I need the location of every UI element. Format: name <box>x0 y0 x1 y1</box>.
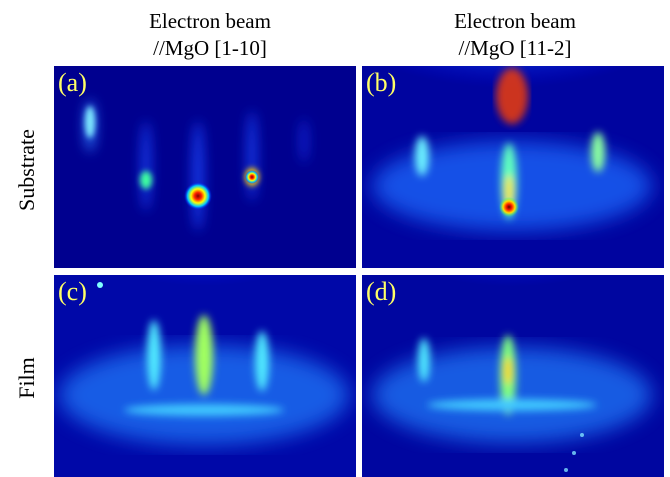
row-label-substrate: Substrate <box>14 129 39 211</box>
column-header-line1: Electron beam <box>149 9 271 33</box>
panel-label: (b) <box>366 68 397 97</box>
rheed-pattern-c <box>54 275 356 477</box>
rheed-pattern-a <box>54 66 356 268</box>
rheed-pattern-d <box>362 275 664 477</box>
panel-c-image: (c) <box>54 275 356 477</box>
column-header-line1: Electron beam <box>454 9 576 33</box>
panel-a-image: (a) <box>54 66 356 268</box>
panel-label: (a) <box>58 68 87 97</box>
column-header-1: Electron beam //MgO [1-10] <box>60 8 360 62</box>
column-header-line2: //MgO [11-2] <box>458 36 572 60</box>
panel-label: (c) <box>58 277 87 306</box>
row-label-film: Film <box>14 357 39 399</box>
rheed-pattern-b <box>362 66 664 268</box>
column-header-line2: //MgO [1-10] <box>153 36 267 60</box>
panel-b-image: (b) <box>362 66 664 268</box>
column-header-2: Electron beam //MgO [11-2] <box>365 8 665 62</box>
panel-d-image: (d) <box>362 275 664 477</box>
panel-label: (d) <box>366 277 397 306</box>
